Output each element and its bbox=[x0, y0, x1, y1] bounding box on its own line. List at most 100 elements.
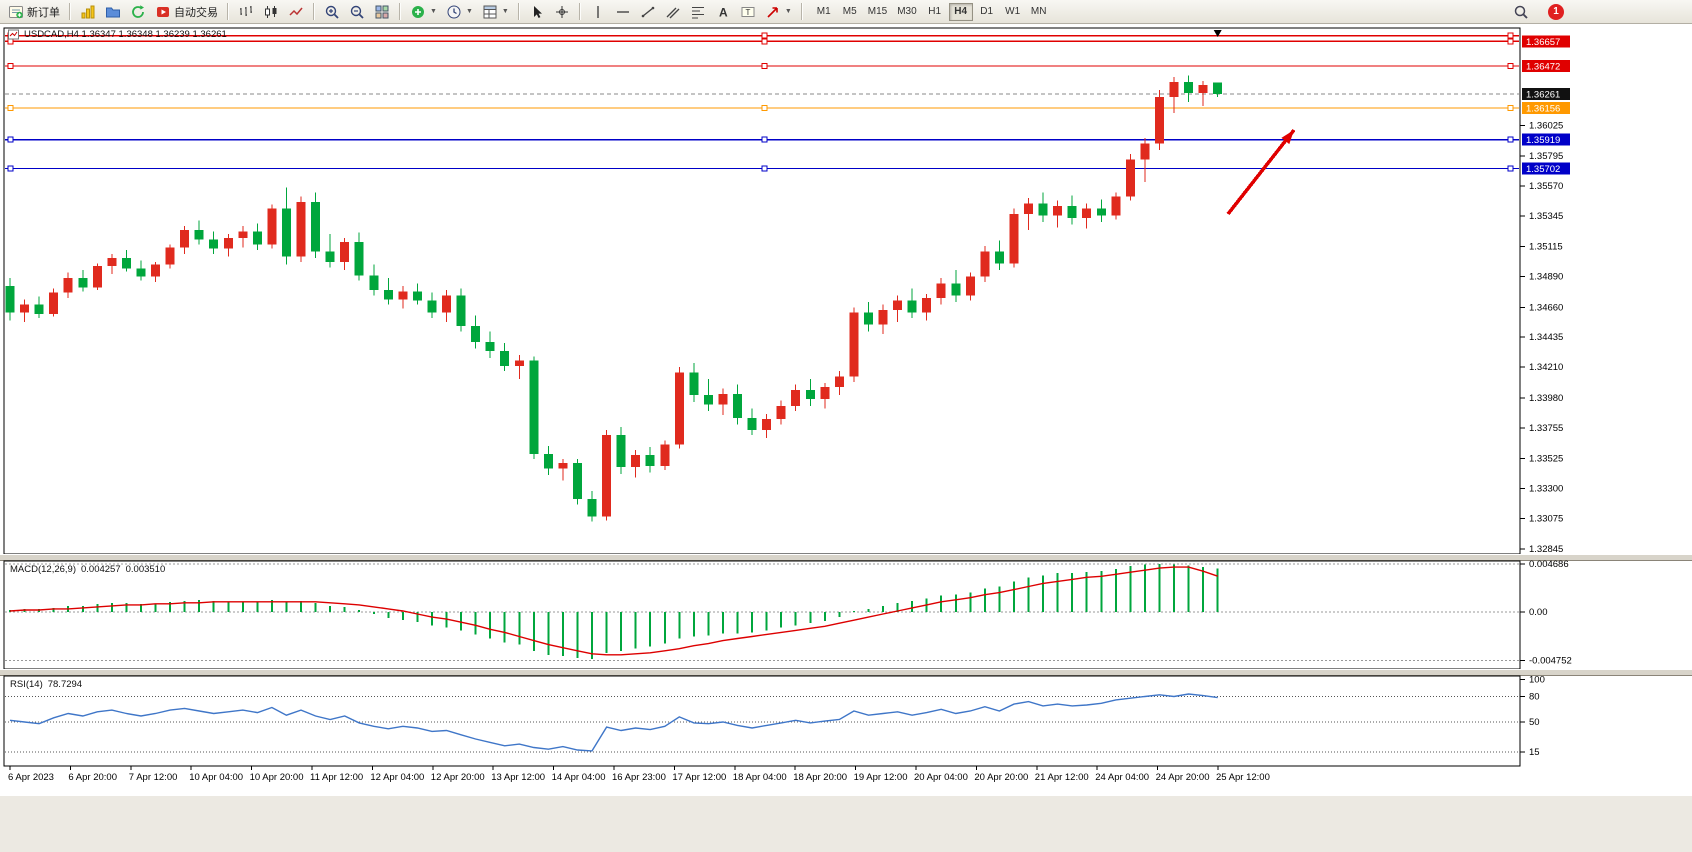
svg-text:21 Apr 12:00: 21 Apr 12:00 bbox=[1035, 772, 1089, 783]
svg-text:10 Apr 20:00: 10 Apr 20:00 bbox=[250, 772, 304, 783]
macd-signal-line bbox=[9, 566, 1218, 656]
toolbar: 新订单 自动交易 bbox=[0, 0, 1692, 24]
svg-text:1.33075: 1.33075 bbox=[1529, 513, 1563, 524]
line-chart-icon bbox=[289, 7, 303, 16]
price-scale[interactable]: 1.36025 1.35795 1.35570 1.35345 1.35115 1.348… bbox=[1520, 35, 1570, 555]
refresh-button[interactable] bbox=[126, 1, 150, 23]
svg-text:25 Apr 12:00: 25 Apr 12:00 bbox=[1216, 772, 1270, 783]
bar-chart-button[interactable] bbox=[234, 1, 258, 23]
new-order-button[interactable]: 新订单 bbox=[4, 1, 64, 23]
svg-text:1.34660: 1.34660 bbox=[1529, 302, 1563, 313]
tile-windows-icon bbox=[375, 5, 389, 18]
timeframe-button-m5[interactable]: M5 bbox=[838, 3, 862, 21]
chevron-down-icon: ▼ bbox=[501, 8, 509, 15]
autotrading-button[interactable]: 自动交易 bbox=[151, 1, 222, 23]
profiles-button[interactable] bbox=[101, 1, 125, 23]
price-line-label: 1.36657 bbox=[1522, 35, 1570, 48]
svg-text:T: T bbox=[745, 7, 750, 16]
timeframe-button-m15[interactable]: M15 bbox=[864, 3, 891, 21]
bid-price-label: 1.36261 bbox=[1522, 88, 1570, 101]
current-bar-marker bbox=[1213, 30, 1222, 37]
template-icon bbox=[483, 5, 497, 18]
candlestick-chart-button[interactable] bbox=[259, 1, 283, 23]
text-label-button[interactable]: T bbox=[736, 1, 760, 23]
trend-arrow[interactable] bbox=[1226, 128, 1296, 216]
timeframe-button-m30[interactable]: M30 bbox=[893, 3, 920, 21]
timeframe-button-h4[interactable]: H4 bbox=[948, 2, 973, 21]
svg-text:50: 50 bbox=[1529, 717, 1540, 728]
svg-text:19 Apr 12:00: 19 Apr 12:00 bbox=[854, 772, 908, 783]
fibonacci-icon bbox=[691, 6, 704, 18]
arrow-tool-icon bbox=[767, 6, 778, 18]
svg-text:20 Apr 04:00: 20 Apr 04:00 bbox=[914, 772, 968, 783]
macd-name: MACD(12,26,9) bbox=[10, 564, 76, 575]
zoom-in-icon bbox=[325, 5, 339, 19]
profiles-icon bbox=[106, 7, 120, 17]
svg-text:6 Apr 2023: 6 Apr 2023 bbox=[8, 772, 54, 783]
macd-label: MACD(12,26,9) 0.004257 0.003510 bbox=[10, 564, 165, 575]
time-axis[interactable]: 6 Apr 2023 6 Apr 20:00 7 Apr 12:00 10 Apr 0… bbox=[8, 766, 1270, 783]
svg-text:1.33300: 1.33300 bbox=[1529, 483, 1563, 494]
svg-text:13 Apr 12:00: 13 Apr 12:00 bbox=[491, 772, 545, 783]
horizontal-line[interactable] bbox=[5, 136, 1519, 143]
chart-title: USDCAD,H4 1.36347 1.36348 1.36239 1.3626… bbox=[8, 29, 227, 40]
timeframe-button-mn[interactable]: MN bbox=[1027, 3, 1051, 21]
svg-text:10 Apr 04:00: 10 Apr 04:00 bbox=[189, 772, 243, 783]
new-chart-button[interactable] bbox=[76, 1, 100, 23]
rsi-value: 78.7294 bbox=[47, 679, 83, 690]
timeframe-button-h1[interactable]: H1 bbox=[923, 3, 947, 21]
candlestick-chart-icon bbox=[265, 5, 277, 18]
svg-text:1.34890: 1.34890 bbox=[1529, 272, 1563, 283]
templates-button[interactable]: ▼ bbox=[478, 1, 513, 23]
vertical-line-button[interactable] bbox=[586, 1, 610, 23]
text-button[interactable]: A bbox=[711, 1, 735, 23]
channel-button[interactable] bbox=[661, 1, 685, 23]
price-line-label: 1.36156 bbox=[1522, 102, 1570, 115]
bar-chart-icon bbox=[240, 5, 252, 16]
chart-canvas[interactable]: 1.36025 1.35795 1.35570 1.35345 1.35115 1.348… bbox=[0, 24, 1692, 852]
cursor-button[interactable] bbox=[525, 1, 549, 23]
line-chart-button[interactable] bbox=[284, 1, 308, 23]
horizontal-line[interactable] bbox=[5, 165, 1519, 172]
search-button[interactable] bbox=[1509, 1, 1533, 23]
timeframe-button-w1[interactable]: W1 bbox=[1001, 3, 1025, 21]
indicators-button[interactable]: ▼ bbox=[406, 1, 441, 23]
toolbar-separator bbox=[69, 3, 71, 20]
channel-icon bbox=[666, 7, 680, 18]
timeframe-button-d1[interactable]: D1 bbox=[975, 3, 999, 21]
svg-text:14 Apr 04:00: 14 Apr 04:00 bbox=[552, 772, 606, 783]
macd-histogram bbox=[9, 564, 1219, 659]
clock-icon bbox=[447, 5, 461, 18]
rsi-line bbox=[9, 693, 1218, 752]
chart-title-text: USDCAD,H4 1.36347 1.36348 1.36239 1.3626… bbox=[24, 29, 227, 40]
tile-windows-button[interactable] bbox=[370, 1, 394, 23]
trendline-button[interactable] bbox=[636, 1, 660, 23]
new-order-icon bbox=[9, 5, 23, 18]
horizontal-line[interactable] bbox=[5, 38, 1519, 45]
periods-button[interactable]: ▼ bbox=[442, 1, 477, 23]
svg-text:80: 80 bbox=[1529, 692, 1540, 703]
notification-badge[interactable]: 1 bbox=[1548, 3, 1564, 20]
toolbar-separator bbox=[227, 3, 229, 20]
zoom-out-button[interactable] bbox=[345, 1, 369, 23]
zoom-in-button[interactable] bbox=[320, 1, 344, 23]
main-plot[interactable] bbox=[3, 27, 1521, 555]
svg-text:6 Apr 20:00: 6 Apr 20:00 bbox=[68, 772, 117, 783]
svg-text:24 Apr 04:00: 24 Apr 04:00 bbox=[1095, 772, 1149, 783]
fibonacci-button[interactable] bbox=[686, 1, 710, 23]
svg-text:1.34210: 1.34210 bbox=[1529, 362, 1563, 373]
svg-text:17 Apr 12:00: 17 Apr 12:00 bbox=[672, 772, 726, 783]
svg-text:1.36156: 1.36156 bbox=[1526, 104, 1560, 115]
crosshair-button[interactable] bbox=[550, 1, 574, 23]
svg-text:-0.004752: -0.004752 bbox=[1529, 656, 1572, 667]
horizontal-line[interactable] bbox=[5, 105, 1519, 111]
timeframe-button-m1[interactable]: M1 bbox=[812, 3, 836, 21]
horizontal-line[interactable] bbox=[5, 63, 1519, 69]
arrows-button[interactable]: ▼ bbox=[761, 1, 796, 23]
horizontal-line-button[interactable] bbox=[611, 1, 635, 23]
search-icon bbox=[1514, 5, 1528, 19]
horizontal-line-icon bbox=[616, 10, 629, 13]
chevron-down-icon: ▼ bbox=[430, 8, 437, 15]
svg-text:1.34435: 1.34435 bbox=[1529, 332, 1563, 343]
svg-text:24 Apr 20:00: 24 Apr 20:00 bbox=[1156, 772, 1210, 783]
